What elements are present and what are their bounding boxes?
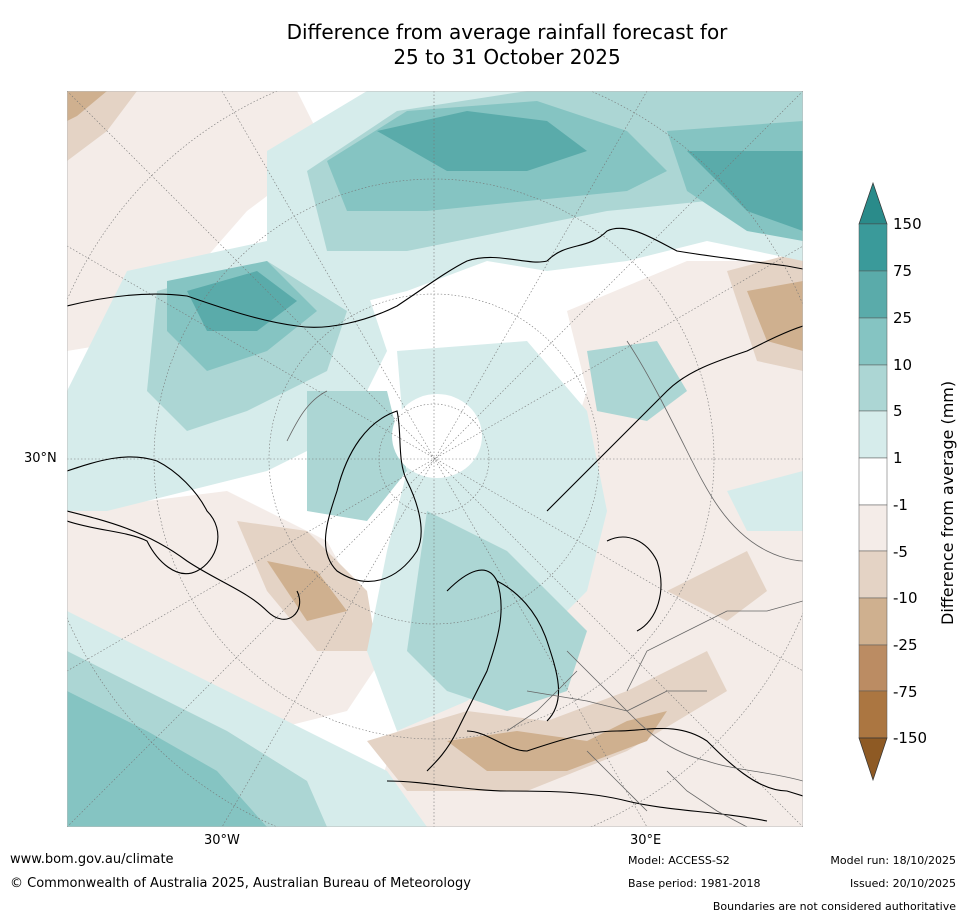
boundaries	[286, 340, 803, 827]
bin-neg10-neg25	[858, 597, 888, 646]
colorbar-bins	[858, 223, 888, 739]
map-svg	[67, 91, 803, 827]
cbar-tick-5: 5	[893, 402, 903, 420]
bin-neg1-neg5	[858, 504, 888, 552]
bin-neg5-neg10	[858, 550, 888, 599]
wet-anomaly-regions	[67, 91, 803, 827]
lon-label-30w: 30°W	[204, 833, 240, 848]
rainfall-anomaly-map	[67, 91, 803, 827]
cbar-tick-neg75: -75	[893, 683, 918, 701]
footer-url[interactable]: www.bom.gov.au/climate	[10, 852, 174, 867]
cbar-tick-neg25: -25	[893, 636, 918, 654]
bin-10-5	[858, 364, 888, 412]
bin-75-25	[858, 270, 888, 319]
footer-disclaimer: Boundaries are not considered authoritat…	[712, 900, 956, 913]
map-layers	[67, 91, 803, 827]
title-line-1: Difference from average rainfall forecas…	[286, 20, 728, 44]
cbar-tick-10: 10	[893, 356, 913, 374]
footer-copyright: © Commonwealth of Australia 2025, Austra…	[10, 876, 471, 891]
colorbar	[850, 180, 890, 788]
cbar-tick-150: 150	[893, 215, 922, 233]
cbar-tick-75: 75	[893, 262, 913, 280]
bin-25-10	[858, 317, 888, 366]
footer-base-period: Base period: 1981-2018	[628, 877, 761, 890]
cbar-tick-neg1: -1	[893, 496, 908, 514]
bin-150-75	[858, 223, 888, 272]
footer-model-run: Model run: 18/10/2025	[830, 854, 956, 867]
polar-region	[392, 394, 482, 478]
cbar-tick-neg150: -150	[893, 729, 928, 747]
lat-label-30n: 30°N	[24, 451, 57, 466]
graticule	[67, 91, 803, 827]
coastlines	[67, 227, 803, 822]
colorbar-upper-arrow	[858, 181, 888, 225]
bin-neg75-neg150	[858, 690, 888, 739]
colorbar-label: Difference from average (mm)	[938, 380, 957, 625]
cbar-tick-neg5: -5	[893, 543, 908, 561]
bin-1-neg1	[858, 457, 888, 506]
cbar-tick-1: 1	[893, 449, 903, 467]
colorbar-lower-arrow	[858, 737, 888, 782]
cbar-tick-25: 25	[893, 309, 913, 327]
lon-label-30e: 30°E	[630, 833, 662, 848]
bin-neg25-neg75	[858, 644, 888, 692]
title-line-2: 25 to 31 October 2025	[393, 45, 621, 69]
footer-issued: Issued: 20/10/2025	[849, 877, 956, 890]
cbar-tick-neg10: -10	[893, 589, 918, 607]
bin-5-1	[858, 410, 888, 459]
footer-model: Model: ACCESS-S2	[628, 854, 730, 867]
colorbar-svg	[858, 181, 888, 782]
chart-title: Difference from average rainfall forecas…	[0, 20, 965, 70]
